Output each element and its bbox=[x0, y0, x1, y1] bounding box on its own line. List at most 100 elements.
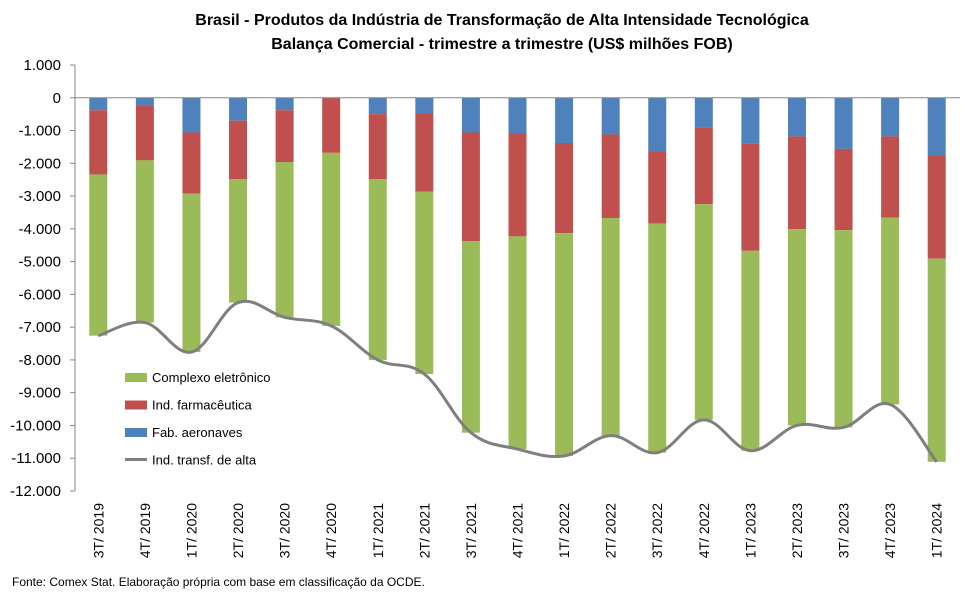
bar-segment bbox=[89, 97, 108, 111]
bar-segment bbox=[415, 97, 434, 114]
bar-segment bbox=[601, 218, 620, 436]
bar-segment bbox=[368, 97, 387, 115]
y-tick-label: -10.000 bbox=[10, 417, 61, 434]
x-tick-label: 4T/ 2022 bbox=[696, 503, 712, 558]
bar-segment bbox=[368, 114, 387, 180]
bar-segment bbox=[927, 258, 946, 462]
bar-segment bbox=[415, 113, 434, 192]
x-tick-label: 1T/ 2021 bbox=[370, 503, 386, 558]
bar-segment bbox=[461, 241, 480, 433]
x-tick-label: 3T/ 2022 bbox=[649, 503, 665, 558]
x-tick-label: 2T/ 2023 bbox=[789, 503, 805, 558]
x-tick-label: 3T/ 2023 bbox=[836, 503, 852, 558]
source-note: Fonte: Comex Stat. Elaboração própria co… bbox=[12, 575, 425, 589]
bar-segment bbox=[275, 161, 294, 318]
bar-segment bbox=[461, 97, 480, 133]
bar-segment bbox=[787, 229, 806, 426]
legend-swatch bbox=[125, 373, 147, 382]
bar-segment bbox=[787, 136, 806, 230]
bar-segment bbox=[89, 110, 108, 175]
legend-label: Fab. aeronaves bbox=[152, 425, 243, 440]
x-tick-label: 1T/ 2022 bbox=[556, 503, 572, 558]
bar-segment bbox=[648, 97, 667, 152]
bar-segment bbox=[787, 97, 806, 137]
y-tick-label: -3.000 bbox=[18, 188, 61, 205]
bar-segment bbox=[322, 152, 341, 326]
y-tick-label: -9.000 bbox=[18, 385, 61, 402]
bar-segment bbox=[881, 97, 900, 137]
bar-segment bbox=[555, 97, 574, 143]
x-axis: 3T/ 2019 4T/ 2019 1T/ 2020 2T/ 2020 3T/ 2020… bbox=[75, 97, 960, 558]
bar-segment bbox=[275, 110, 294, 162]
y-tick-label: 0 bbox=[53, 90, 61, 107]
bar-segment bbox=[508, 236, 527, 450]
bar-segment bbox=[881, 217, 900, 405]
bar-segment bbox=[555, 233, 574, 456]
legend-swatch bbox=[125, 400, 147, 410]
bar-segment bbox=[461, 132, 480, 242]
bar-segment bbox=[275, 97, 294, 111]
bar-segment bbox=[415, 191, 434, 375]
chart-title: Brasil - Produtos da Indústria de Transf… bbox=[195, 12, 809, 29]
bar-segment bbox=[927, 97, 946, 156]
x-tick-label: 4T/ 2021 bbox=[510, 503, 526, 558]
x-tick-label: 1T/ 2023 bbox=[742, 503, 758, 558]
y-tick-label: -12.000 bbox=[10, 483, 61, 500]
y-tick-label: -6.000 bbox=[18, 286, 61, 303]
y-tick-label: 1.000 bbox=[23, 57, 61, 74]
x-tick-label: 2T/ 2021 bbox=[416, 503, 432, 558]
bar-segment bbox=[508, 97, 527, 134]
x-tick-label: 2T/ 2022 bbox=[603, 503, 619, 558]
bar-segment bbox=[182, 193, 201, 353]
bar-segment bbox=[741, 97, 760, 144]
bar-segment bbox=[368, 179, 387, 360]
bar-segment bbox=[648, 223, 667, 453]
bar-segment bbox=[694, 127, 713, 205]
chart-subtitle: Balança Comercial - trimestre a trimestr… bbox=[271, 36, 733, 53]
bar-segment bbox=[694, 97, 713, 128]
bar-segment bbox=[741, 143, 760, 251]
bar-segment bbox=[135, 97, 154, 106]
legend-label: Complexo eletrônico bbox=[152, 370, 271, 385]
x-tick-label: 4T/ 2020 bbox=[323, 503, 339, 558]
x-tick-label: 4T/ 2023 bbox=[882, 503, 898, 558]
legend: Complexo eletrônico Ind. farmacêutica Fab.… bbox=[125, 370, 271, 468]
bar-segment bbox=[927, 155, 946, 259]
legend-swatch bbox=[125, 428, 147, 437]
bar-segment bbox=[229, 120, 248, 180]
bars bbox=[89, 97, 946, 462]
bar-segment bbox=[135, 160, 154, 323]
x-tick-label: 2T/ 2020 bbox=[230, 503, 246, 558]
y-tick-label: -1.000 bbox=[18, 123, 61, 140]
y-axis: 1.000 0 -1.000 -2.000 -3.000 -4.000 -5.000 -6.0… bbox=[10, 57, 76, 500]
bar-segment bbox=[229, 97, 248, 121]
bar-segment bbox=[881, 136, 900, 218]
x-tick-label: 4T/ 2019 bbox=[137, 503, 153, 558]
y-tick-label: -5.000 bbox=[18, 254, 61, 271]
bar-segment bbox=[834, 97, 853, 149]
x-tick-label: 1T/ 2024 bbox=[929, 503, 945, 558]
x-tick-label: 3T/ 2021 bbox=[463, 503, 479, 558]
x-tick-label: 3T/ 2019 bbox=[90, 503, 106, 558]
series-line bbox=[97, 299, 938, 463]
y-tick-label: -4.000 bbox=[18, 221, 61, 238]
bar-segment bbox=[322, 97, 341, 153]
legend-label: Ind. transf. de alta bbox=[152, 453, 257, 468]
bar-segment bbox=[555, 142, 574, 234]
bar-segment bbox=[741, 250, 760, 451]
y-tick-label: -7.000 bbox=[18, 319, 61, 336]
bar-segment bbox=[89, 174, 108, 336]
bar-segment bbox=[601, 134, 620, 219]
bar-segment bbox=[648, 151, 667, 224]
bar-segment bbox=[182, 97, 201, 133]
bar-segment bbox=[834, 230, 853, 428]
bar-segment bbox=[601, 97, 620, 135]
bar-segment bbox=[834, 148, 853, 231]
bar-segment bbox=[135, 105, 154, 161]
y-tick-label: -11.000 bbox=[11, 450, 61, 467]
legend-label: Ind. farmacêutica bbox=[152, 398, 252, 413]
y-tick-label: -8.000 bbox=[18, 352, 61, 369]
x-tick-label: 1T/ 2020 bbox=[183, 503, 199, 558]
x-tick-label: 3T/ 2020 bbox=[277, 503, 293, 558]
